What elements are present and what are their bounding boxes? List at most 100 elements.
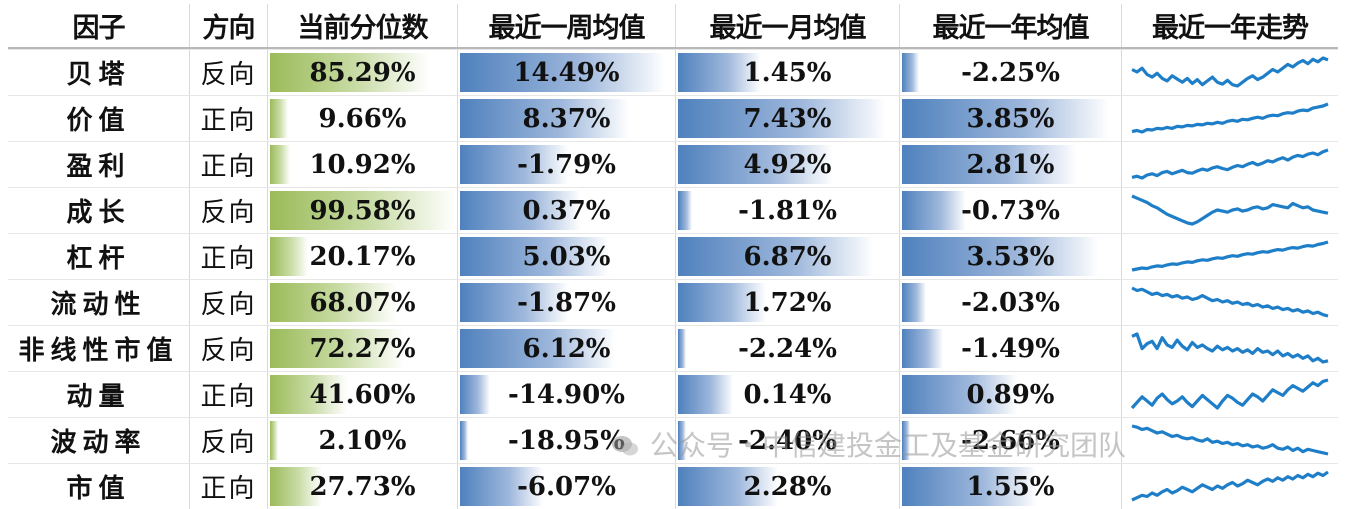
header-week-mean: 最近一周均值 — [458, 4, 676, 47]
month-mean-bar — [678, 53, 761, 92]
factor-name: 非线性市值 — [8, 326, 190, 371]
week-mean-cell: -1.79% — [458, 142, 676, 187]
trend-cell — [1122, 326, 1338, 371]
trend-sparkline — [1131, 148, 1329, 180]
percentile-cell: 72.27% — [268, 326, 458, 371]
week-mean-bar — [460, 375, 490, 414]
week-mean-bar — [460, 191, 581, 230]
percentile-bar — [270, 53, 429, 92]
week-mean-cell: 5.03% — [458, 234, 676, 279]
week-mean-bar — [460, 467, 543, 506]
trend-line — [1131, 148, 1329, 180]
header-factor: 因子 — [8, 4, 190, 47]
header-percentile: 当前分位数 — [268, 4, 458, 47]
trend-line — [1131, 194, 1329, 226]
percentile-cell: 10.92% — [268, 142, 458, 187]
direction: 反向 — [190, 418, 268, 463]
percentile-bar — [270, 191, 455, 230]
percentile-cell: 68.07% — [268, 280, 458, 325]
direction: 反向 — [190, 280, 268, 325]
percentile-cell: 99.58% — [268, 188, 458, 233]
percentile-cell: 85.29% — [268, 50, 458, 95]
percentile-value: 27.73% — [309, 471, 416, 502]
trend-cell — [1122, 50, 1338, 95]
percentile-bar — [270, 99, 288, 138]
year-mean-bar — [902, 283, 926, 322]
header-month-mean: 最近一月均值 — [676, 4, 900, 47]
month-mean-cell: 7.43% — [676, 96, 900, 141]
year-mean-cell: -2.25% — [900, 50, 1122, 95]
year-mean-cell: 2.81% — [900, 142, 1122, 187]
year-mean-bar — [902, 145, 1077, 184]
year-mean-bar — [902, 191, 966, 230]
table-row: 价值 正向 9.66% 8.37% 7.43% 3.85% — [8, 95, 1338, 141]
month-mean-value: -1.81% — [738, 195, 837, 226]
table-header-row: 因子 方向 当前分位数 最近一周均值 最近一月均值 最近一年均值 最近一年走势 — [8, 4, 1338, 49]
percentile-value: 68.07% — [309, 287, 416, 318]
week-mean-bar — [460, 283, 568, 322]
percentile-bar — [270, 283, 397, 322]
percentile-value: 20.17% — [309, 241, 416, 272]
year-mean-value: -0.73% — [961, 195, 1060, 226]
percentile-value: 10.92% — [309, 149, 416, 180]
direction: 正向 — [190, 464, 268, 509]
week-mean-bar — [460, 53, 665, 92]
month-mean-bar — [678, 329, 686, 368]
week-mean-bar — [460, 145, 568, 184]
table-row: 杠杆 正向 20.17% 5.03% 6.87% 3.53% — [8, 233, 1338, 279]
week-mean-cell: 0.37% — [458, 188, 676, 233]
year-mean-cell: 3.85% — [900, 96, 1122, 141]
direction: 正向 — [190, 234, 268, 279]
percentile-cell: 9.66% — [268, 96, 458, 141]
week-mean-cell: -14.90% — [458, 372, 676, 417]
year-mean-value: -2.25% — [961, 57, 1060, 88]
month-mean-value: 7.43% — [743, 103, 832, 134]
trend-line — [1131, 240, 1329, 272]
month-mean-cell: 1.45% — [676, 50, 900, 95]
month-mean-bar — [678, 421, 686, 460]
year-mean-bar — [902, 329, 943, 368]
table-row: 动量 正向 41.60% -14.90% 0.14% 0.89% — [8, 371, 1338, 417]
year-mean-cell: 3.53% — [900, 234, 1122, 279]
factor-name: 波动率 — [8, 418, 190, 463]
week-mean-cell: -18.95% — [458, 418, 676, 463]
year-mean-value: 3.85% — [966, 103, 1055, 134]
month-mean-bar — [678, 283, 766, 322]
factor-name: 盈利 — [8, 142, 190, 187]
year-mean-bar — [902, 53, 919, 92]
factor-name: 成长 — [8, 188, 190, 233]
month-mean-value: 4.92% — [743, 149, 832, 180]
percentile-cell: 20.17% — [268, 234, 458, 279]
year-mean-cell: -2.66% — [900, 418, 1122, 463]
trend-sparkline — [1131, 286, 1329, 318]
year-mean-value: 0.89% — [966, 379, 1055, 410]
trend-cell — [1122, 418, 1338, 463]
year-mean-cell: 1.55% — [900, 464, 1122, 509]
week-mean-cell: 6.12% — [458, 326, 676, 371]
week-mean-value: -6.07% — [517, 471, 616, 502]
trend-sparkline — [1131, 102, 1329, 134]
trend-sparkline — [1130, 378, 1329, 410]
trend-sparkline — [1131, 424, 1329, 456]
year-mean-bar — [902, 237, 1099, 276]
trend-sparkline — [1131, 240, 1329, 272]
year-mean-cell: 0.89% — [900, 372, 1122, 417]
direction: 反向 — [190, 50, 268, 95]
week-mean-bar — [460, 329, 615, 368]
percentile-cell: 41.60% — [268, 372, 458, 417]
factor-name: 市值 — [8, 464, 190, 509]
percentile-bar — [270, 467, 322, 506]
trend-cell — [1122, 464, 1338, 509]
trend-cell — [1122, 142, 1338, 187]
year-mean-value: -2.66% — [961, 425, 1060, 456]
factor-name: 动量 — [8, 372, 190, 417]
trend-line — [1131, 286, 1329, 318]
trend-sparkline — [1131, 470, 1329, 502]
week-mean-value: 0.37% — [522, 195, 611, 226]
trend-line — [1131, 470, 1329, 502]
year-mean-value: -2.03% — [961, 287, 1060, 318]
factor-name: 杠杆 — [8, 234, 190, 279]
factor-table: 因子 方向 当前分位数 最近一周均值 最近一月均值 最近一年均值 最近一年走势 贝塔 反向 85… — [8, 4, 1338, 509]
month-mean-cell: 2.28% — [676, 464, 900, 509]
month-mean-value: 1.45% — [743, 57, 832, 88]
